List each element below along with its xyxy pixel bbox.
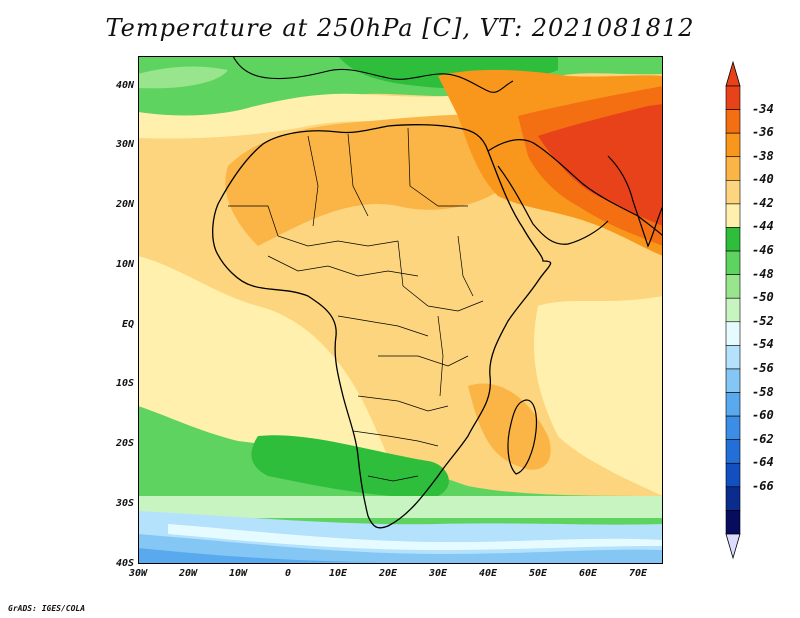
map-title: Temperature at 250hPa [C], VT: 202108181… <box>105 14 695 42</box>
lat-label-30n: 30N <box>115 139 134 150</box>
madagascar-outline <box>507 399 538 475</box>
lat-label-20n: 20N <box>115 199 134 210</box>
lon-label-30e: 30E <box>428 568 448 579</box>
white-band <box>168 524 663 550</box>
lon-label-40e: 40E <box>478 568 498 579</box>
orange-madagascar <box>468 383 551 470</box>
colorbar-segment <box>725 321 741 346</box>
colorbar-segment <box>725 203 741 228</box>
map-plot <box>138 56 663 564</box>
colorbar-segment <box>725 486 741 511</box>
lon-label-0: 0 <box>284 568 292 579</box>
blue-band-2 <box>138 534 663 564</box>
lon-label-10w: 10W <box>228 568 248 579</box>
grads-credit: GrADS: IGES/COLA <box>8 604 86 613</box>
colorbar-label: -34 <box>752 101 774 116</box>
pale-indian-ocean <box>534 296 663 496</box>
lon-label-70e: 70E <box>628 568 648 579</box>
lat-label-10s: 10S <box>115 378 134 389</box>
colorbar-segment <box>725 250 741 275</box>
colorbar-segment <box>725 132 741 158</box>
colorbar-label: -66 <box>752 478 774 493</box>
africa-coastline <box>212 124 552 529</box>
colorbar-segment <box>725 109 741 134</box>
lat-label-40s: 40S <box>115 558 134 569</box>
colorbar-label: -48 <box>752 266 774 281</box>
lon-label-20w: 20W <box>178 568 198 579</box>
colorbar-label: -36 <box>752 125 774 140</box>
colorbar-segment <box>725 156 741 181</box>
colorbar-label: -42 <box>752 195 774 210</box>
colorbar-label: -50 <box>752 290 774 305</box>
orange-north-africa <box>225 114 518 246</box>
colorbar-segment <box>725 227 741 252</box>
pale-green-south <box>138 496 663 518</box>
colorbar-segment <box>725 392 741 417</box>
lat-label-40n: 40N <box>115 80 134 91</box>
colorbar-segment <box>725 439 741 464</box>
map-frame <box>138 56 663 564</box>
colorbar-label: -56 <box>752 360 774 375</box>
lon-label-10e: 10E <box>328 568 348 579</box>
lon-label-20e: 20E <box>378 568 398 579</box>
lon-label-60e: 60E <box>578 568 598 579</box>
country-borders <box>228 127 484 482</box>
colorbar-segment <box>725 415 741 440</box>
colorbar-label: -46 <box>752 243 774 258</box>
india-outline <box>607 155 663 248</box>
colorbar-segment <box>725 462 741 488</box>
colorbar-segment <box>725 180 741 205</box>
arabia-outline <box>487 139 663 245</box>
colorbar-segment <box>725 85 741 110</box>
lat-label-20s: 20S <box>115 438 134 449</box>
colorbar-label: -64 <box>752 455 774 470</box>
colorbar-label: -52 <box>752 313 774 328</box>
colorbar-top-arrow <box>725 60 741 87</box>
colorbar-label: -38 <box>752 148 774 163</box>
colorbar-label: -62 <box>752 431 774 446</box>
green-nw-light <box>138 66 228 89</box>
colorbar-segment <box>725 368 741 393</box>
colorbar-label: -54 <box>752 337 774 352</box>
colorbar-label: -58 <box>752 384 774 399</box>
europe-coastline <box>232 56 514 93</box>
colorbar-segment <box>725 297 741 323</box>
lon-label-50e: 50E <box>528 568 548 579</box>
lon-label-30w: 30W <box>128 568 148 579</box>
colorbar-segment <box>725 345 741 370</box>
colorbar-segment <box>725 510 741 535</box>
colorbar-label: -44 <box>752 219 774 234</box>
green-south-dark <box>251 435 449 497</box>
colorbar-label: -40 <box>752 172 774 187</box>
colorbar-segment <box>725 274 741 299</box>
colorbar-bottom-arrow <box>725 533 741 560</box>
colorbar <box>725 60 741 560</box>
lat-label-eq: EQ <box>121 319 134 330</box>
pale-nw-band <box>138 92 478 139</box>
colorbar-label: -60 <box>752 408 774 423</box>
lat-label-30s: 30S <box>115 498 134 509</box>
lat-label-10n: 10N <box>115 259 134 270</box>
blue-band-3 <box>138 548 388 564</box>
pale-atlantic <box>138 256 388 476</box>
